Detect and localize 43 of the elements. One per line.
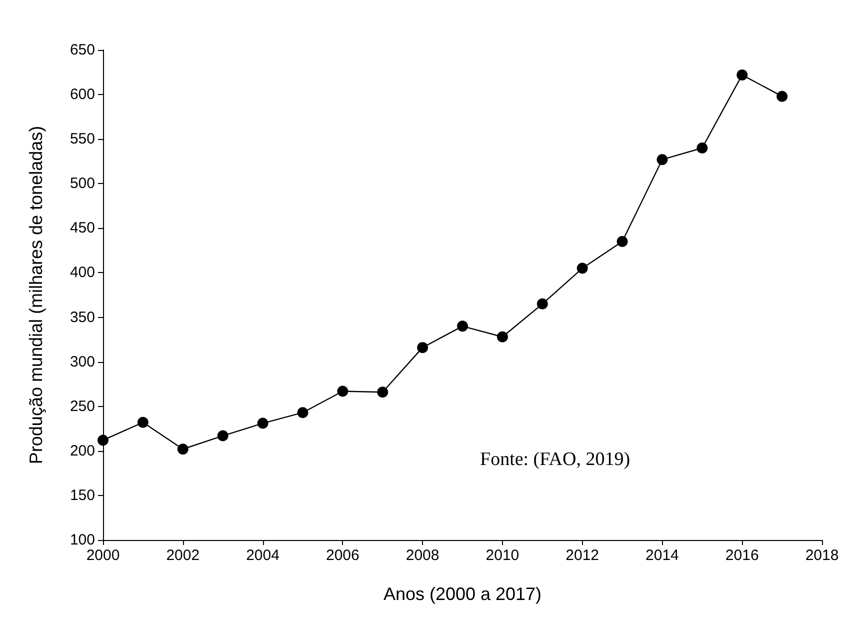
y-tick-label: 450 <box>70 220 95 237</box>
point <box>457 320 468 332</box>
point <box>536 298 548 310</box>
point <box>217 430 228 442</box>
y-tick-label: 150 <box>70 486 95 504</box>
y-tick-label: 600 <box>70 86 95 104</box>
y-tick-label: 250 <box>70 398 95 415</box>
y-tick-label: 300 <box>70 353 95 370</box>
point <box>417 342 428 354</box>
x-tick-label: 2000 <box>86 547 120 564</box>
x-tick-label: 2006 <box>326 547 360 564</box>
x-tick-label: 2012 <box>566 547 600 564</box>
y-tick-label: 650 <box>70 42 95 58</box>
x-tick-label: 2016 <box>725 547 759 564</box>
y-tick-label: 350 <box>70 308 95 326</box>
point <box>297 407 308 418</box>
point <box>257 418 268 429</box>
y-tick-label: 550 <box>70 130 95 148</box>
point <box>736 69 748 80</box>
point <box>616 236 628 248</box>
y-tick-label: 200 <box>70 442 95 460</box>
point <box>656 154 668 166</box>
point <box>496 331 508 342</box>
y-tick-label: 100 <box>70 532 95 548</box>
point <box>98 434 108 446</box>
x-tick-label: 2014 <box>646 547 679 564</box>
point <box>576 262 588 274</box>
annotation: Fonte: (FAO, 2019) <box>480 449 630 470</box>
x-tick-label: 2004 <box>246 547 280 564</box>
point <box>377 386 388 398</box>
x-tick-label: 2008 <box>406 547 440 564</box>
x-tick-label: 2018 <box>805 547 839 564</box>
point <box>177 444 188 455</box>
x-tick-label: 2002 <box>166 547 200 564</box>
y-tick-label: 500 <box>70 175 95 192</box>
point <box>696 142 708 154</box>
x-tick-label: 2010 <box>486 547 520 564</box>
x-axis-title: Anos (2000 a 2017) <box>383 584 542 604</box>
point <box>776 90 788 102</box>
point <box>137 416 148 428</box>
point <box>337 386 348 397</box>
y-axis-title: Produção mundial (milhares de toneladas) <box>26 126 46 464</box>
y-tick-label: 400 <box>70 264 95 282</box>
